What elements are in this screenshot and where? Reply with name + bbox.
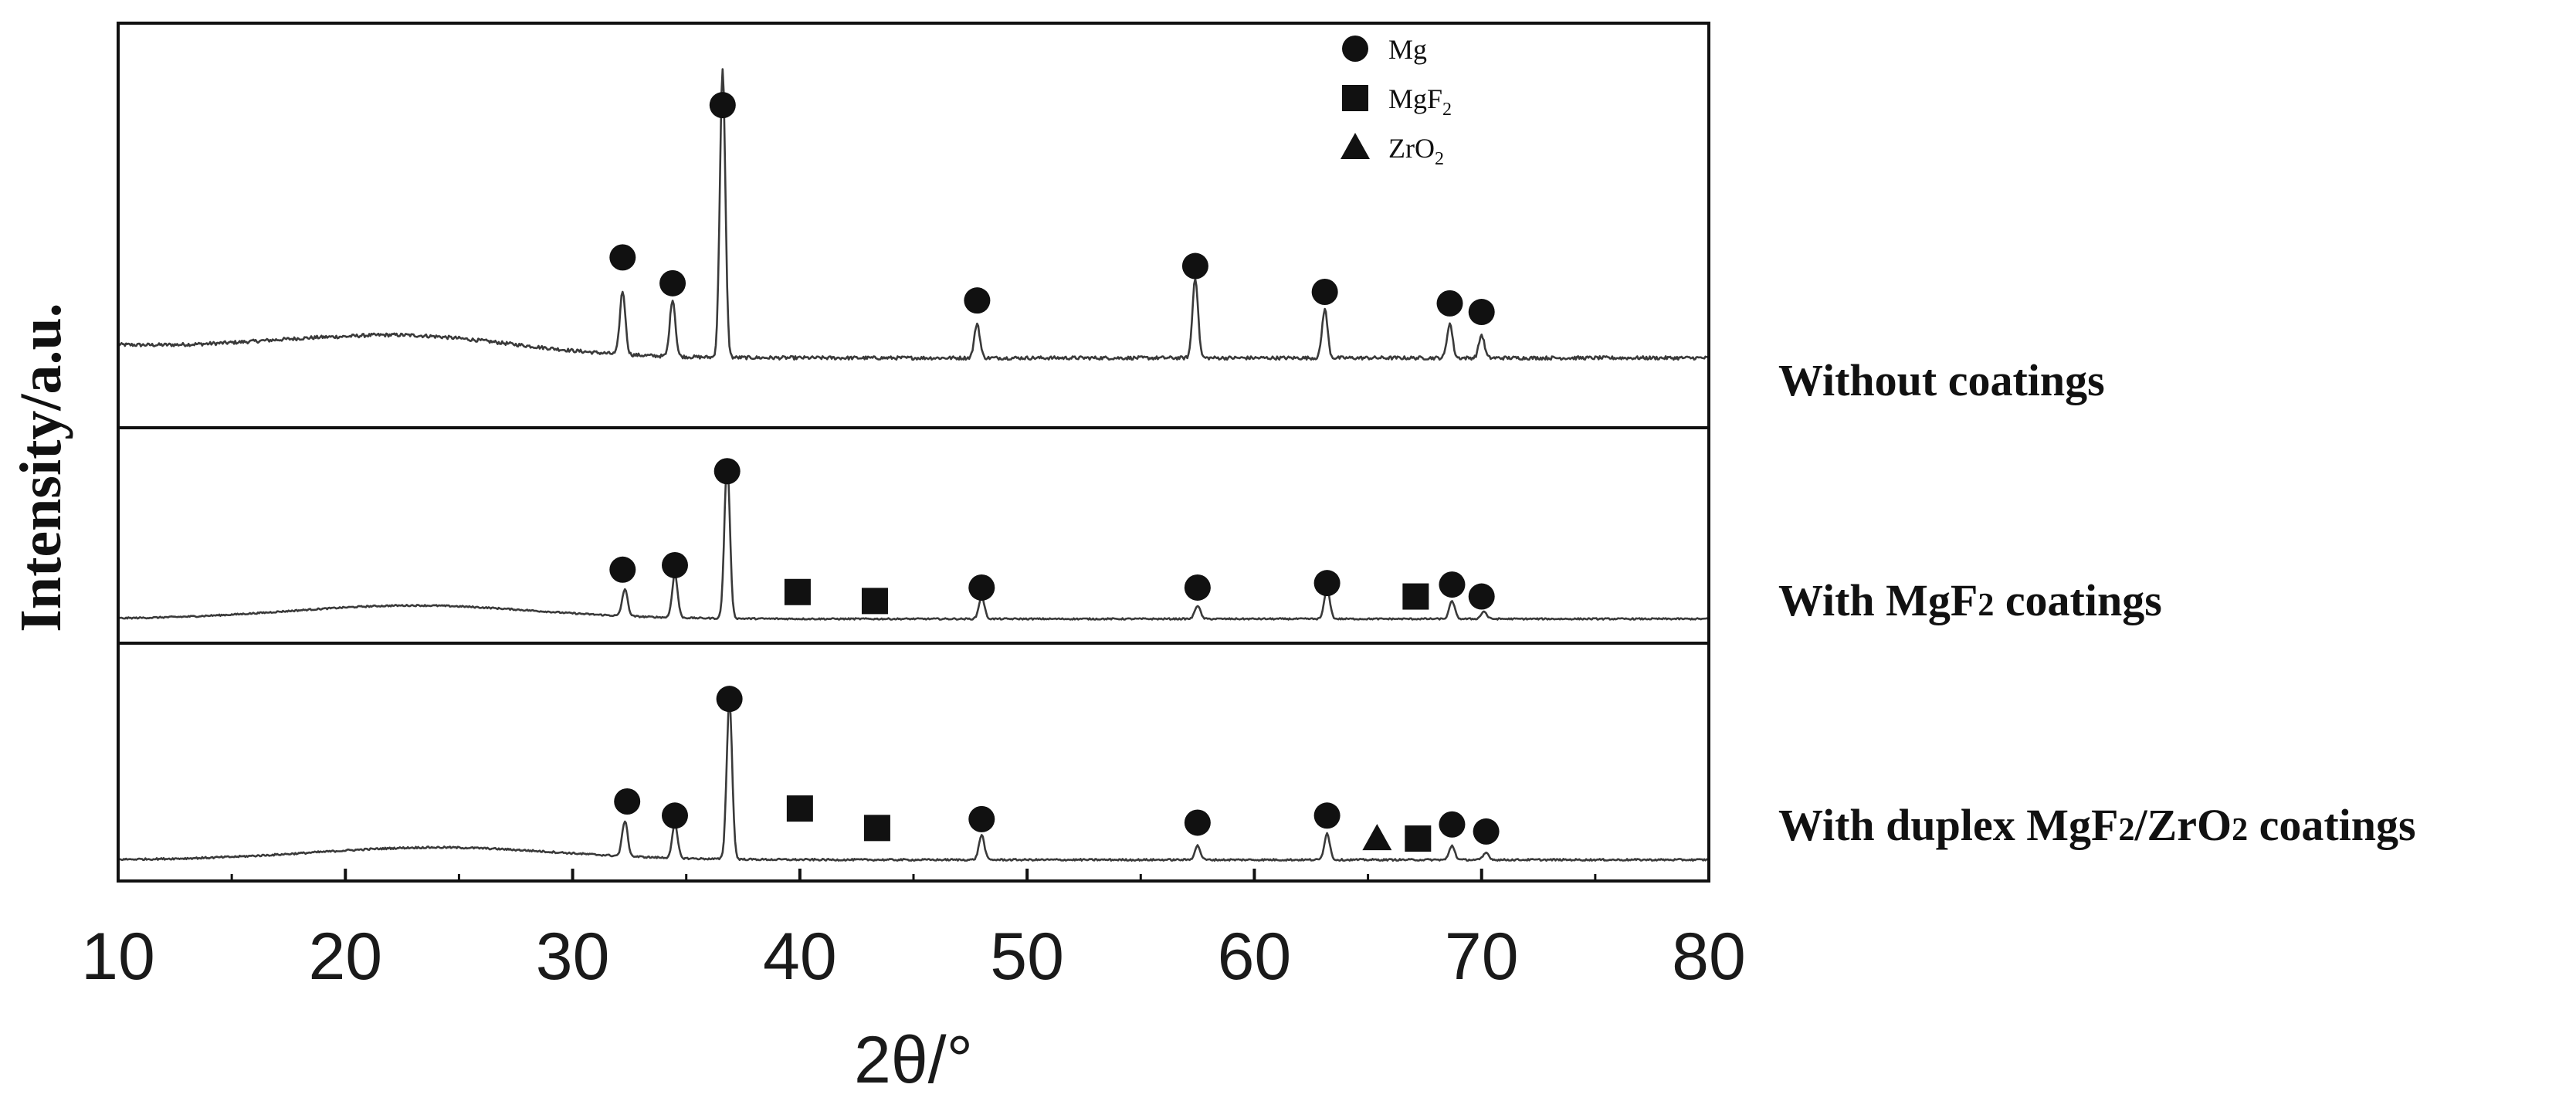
circle-marker [1181,252,1208,280]
x-tick-label: 60 [1218,920,1292,994]
square-marker [1405,825,1432,852]
plot-frame [117,22,1710,883]
panels-layer [117,68,1710,862]
x-axis: 10 20 30 40 50 60 70 80 [81,869,1746,994]
panel-2 [117,458,1710,621]
circle-marker [968,574,995,601]
square-marker [861,588,888,615]
circle-marker [662,802,688,829]
panel-3 [117,686,1710,862]
x-tick-label: 50 [990,920,1064,994]
y-axis-title: Intensity/a.u. [8,303,73,632]
circle-marker [609,556,636,583]
circle-marker [1184,809,1211,836]
x-tick-label: 30 [536,920,610,994]
x-tick-label: 80 [1672,920,1746,994]
circle-marker [968,805,995,832]
circle-marker [1439,811,1466,838]
circle-marker [614,788,641,815]
series-labels: Without coatings With MgF2 coatings With d… [1778,355,2416,850]
panel-1 [117,68,1709,361]
plot-border [117,22,1710,883]
legend-triangle-icon [1341,133,1370,159]
circle-marker [1473,818,1500,845]
x-tick-label: 70 [1445,920,1519,994]
circle-marker [716,686,743,713]
series-line-2 [117,460,1710,621]
circle-marker [1439,571,1466,598]
legend-label: ZrO2 [1388,133,1444,169]
x-tick-label: 10 [81,920,155,994]
triangle-marker [1362,824,1392,851]
circle-marker [1468,299,1495,326]
legend-label: MgF2 [1388,83,1452,120]
x-tick-label: 20 [308,920,382,994]
circle-marker [1311,279,1338,306]
square-marker [1402,583,1429,610]
series-label-2: With MgF2 coatings [1778,575,2162,625]
circle-marker [713,458,741,485]
legend-square-icon [1342,85,1368,111]
legend-circle-icon [1342,36,1368,62]
circle-marker [1313,570,1341,597]
circle-marker [1436,290,1463,317]
circle-marker [662,551,688,578]
legend: Mg MgF2 ZrO2 [1341,34,1452,169]
series-label-1: Without coatings [1778,355,2105,405]
circle-marker [1184,574,1211,601]
circle-marker [1313,802,1341,829]
legend-label: Mg [1388,34,1427,65]
x-axis-title: 2θ/° [854,1023,973,1097]
circle-marker [1468,583,1495,610]
square-marker [786,795,813,822]
series-line-3 [117,698,1710,862]
series-label-3: With duplex MgF2/ZrO2 coatings [1778,800,2416,850]
circle-marker [964,287,991,314]
circle-marker [659,269,686,296]
x-tick-label: 40 [763,920,837,994]
circle-marker [609,244,636,271]
series-line-1 [117,68,1709,361]
circle-marker [709,92,736,119]
square-marker [784,578,811,605]
square-marker [863,815,890,842]
